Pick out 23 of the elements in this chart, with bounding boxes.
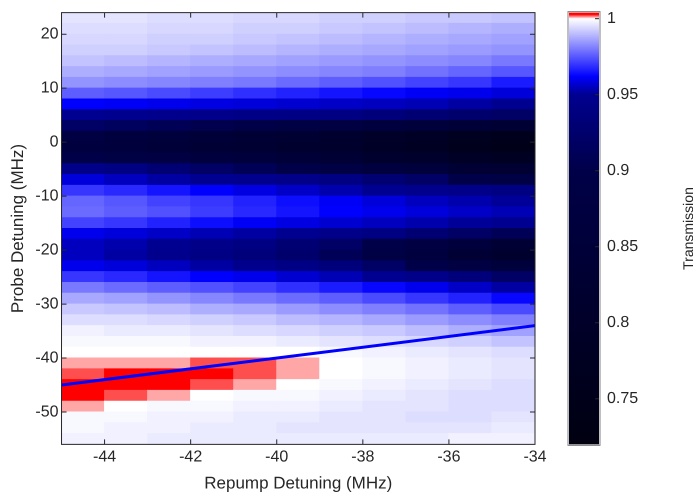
color-bar-label: 1 <box>607 10 616 28</box>
x-tick-label: -40 <box>265 448 288 466</box>
y-axis-title: Probe Detuning (MHz) <box>8 144 27 314</box>
y-tick-label: -40 <box>35 349 59 366</box>
color-bar-label: 0.75 <box>607 390 638 408</box>
y-tick-label: 10 <box>40 80 59 97</box>
color-bar-title: Transmission <box>680 187 693 270</box>
color-bar-label: 0.85 <box>607 238 638 256</box>
x-tick-label: -36 <box>437 448 461 466</box>
x-tick-label: -38 <box>351 448 374 466</box>
y-tick-label: 20 <box>40 26 59 43</box>
x-tick-label: -44 <box>93 448 116 466</box>
x-tick-label: -34 <box>523 448 547 466</box>
color-bar-label: 0.95 <box>607 86 638 104</box>
y-tick-label: 0 <box>50 134 59 151</box>
y-tick-label: -10 <box>35 188 59 205</box>
y-tick-label: -50 <box>35 403 59 420</box>
color-bar-label: 0.9 <box>607 162 630 180</box>
color-bar-label: 0.8 <box>607 314 630 332</box>
x-tick-label: -42 <box>179 448 202 466</box>
y-tick-label: -20 <box>35 241 59 258</box>
y-tick-label: -30 <box>35 295 59 312</box>
x-axis-title: Repump Detuning (MHz) <box>204 473 392 492</box>
